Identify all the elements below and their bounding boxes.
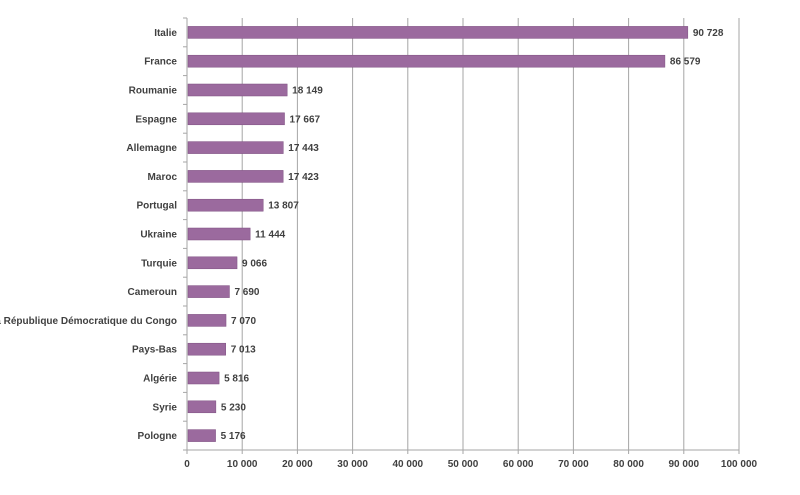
category-label: Pays-Bas	[132, 345, 177, 356]
x-tick-label: 30 000	[337, 459, 368, 470]
bar	[187, 54, 666, 68]
bar	[187, 198, 264, 212]
x-tick-label: 0	[184, 459, 190, 470]
data-label: 17 667	[290, 114, 321, 125]
bar	[187, 26, 689, 39]
bar	[187, 314, 227, 327]
axes	[183, 17, 740, 454]
bar	[187, 256, 238, 270]
bar	[187, 429, 216, 442]
x-tick-label: 60 000	[503, 459, 534, 470]
category-label: Syrie	[153, 402, 178, 413]
category-label: Cameroun	[128, 287, 177, 298]
bar	[187, 400, 217, 414]
bar	[187, 371, 220, 385]
grid-lines	[241, 18, 740, 450]
category-label: Allemagne	[126, 143, 177, 154]
data-label: 17 423	[288, 172, 319, 183]
x-tick-label: 70 000	[558, 459, 589, 470]
data-label: 7 690	[234, 287, 259, 298]
labels: 0 10 000 20 000 30 000 40 000 50 000 60 000 70 …	[0, 28, 758, 470]
category-label: France	[144, 57, 177, 68]
bar	[187, 141, 284, 154]
data-label: 5 816	[224, 374, 249, 385]
category-label: Algérie	[143, 374, 177, 385]
data-label: 13 807	[268, 201, 299, 212]
data-label: 9 066	[242, 258, 267, 269]
category-label: La République Démocratique du Congo	[0, 316, 177, 327]
data-label: 90 728	[693, 28, 724, 39]
x-tick-label: 100 000	[721, 459, 758, 470]
category-label: Roumanie	[129, 86, 178, 97]
data-label: 17 443	[288, 143, 319, 154]
data-label: 5 176	[221, 431, 246, 442]
category-label: Turquie	[141, 258, 177, 269]
x-tick-label: 20 000	[282, 459, 313, 470]
bar	[187, 170, 284, 183]
category-label: Maroc	[148, 172, 178, 183]
x-tick-label: 40 000	[393, 459, 424, 470]
category-label: Portugal	[136, 201, 177, 212]
x-tick-label: 50 000	[448, 459, 479, 470]
bar	[187, 342, 226, 356]
bar	[187, 83, 288, 97]
bars	[187, 26, 689, 442]
category-label: Pologne	[138, 431, 178, 442]
x-tick-label: 90 000	[669, 459, 700, 470]
category-label: Ukraine	[140, 230, 177, 241]
data-label: 18 149	[292, 86, 323, 97]
category-label: Italie	[154, 28, 177, 39]
data-label: 5 230	[221, 402, 246, 413]
data-label: 11 444	[255, 230, 285, 241]
category-label: Espagne	[135, 114, 177, 125]
bar	[187, 285, 230, 298]
x-tick-label: 10 000	[227, 459, 258, 470]
x-tick-label: 80 000	[613, 459, 644, 470]
bar	[187, 227, 251, 241]
data-label: 86 579	[670, 57, 701, 68]
data-label: 7 013	[231, 345, 256, 356]
bar	[187, 112, 285, 126]
data-label: 7 070	[231, 316, 256, 327]
